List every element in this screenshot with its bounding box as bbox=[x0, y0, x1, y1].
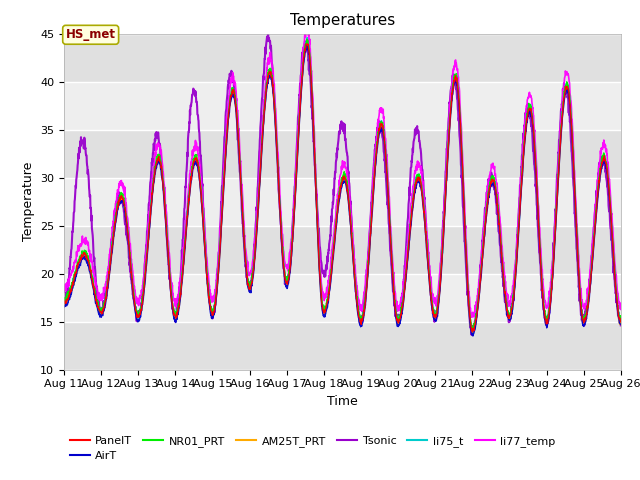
AirT bbox=[331, 236, 339, 241]
Tsonic bbox=[316, 248, 324, 253]
PanelT bbox=[602, 157, 609, 163]
Line: NR01_PRT: NR01_PRT bbox=[64, 39, 621, 329]
Line: li77_temp: li77_temp bbox=[64, 23, 621, 317]
Tsonic bbox=[601, 160, 609, 166]
Tsonic bbox=[617, 323, 625, 328]
NR01_PRT bbox=[303, 36, 311, 42]
Bar bbox=[64, 322, 621, 370]
AM25T_PRT bbox=[469, 331, 477, 337]
li77_temp bbox=[88, 264, 96, 270]
Text: HS_met: HS_met bbox=[66, 28, 116, 41]
li77_temp bbox=[602, 144, 609, 149]
AirT bbox=[303, 43, 310, 48]
Tsonic bbox=[264, 29, 272, 35]
Bar bbox=[64, 82, 621, 130]
li75_t bbox=[601, 156, 609, 162]
PanelT bbox=[601, 157, 609, 163]
li77_temp bbox=[331, 217, 339, 223]
li75_t bbox=[60, 299, 68, 305]
NR01_PRT bbox=[468, 326, 476, 332]
NR01_PRT bbox=[331, 232, 339, 238]
li77_temp bbox=[499, 255, 507, 261]
Tsonic bbox=[331, 169, 339, 175]
Line: PanelT: PanelT bbox=[64, 44, 621, 332]
Tsonic bbox=[88, 230, 96, 236]
AirT bbox=[499, 271, 507, 277]
li75_t bbox=[469, 331, 477, 336]
AirT bbox=[60, 303, 68, 309]
NR01_PRT bbox=[499, 265, 507, 271]
Tsonic bbox=[602, 169, 609, 175]
AirT bbox=[316, 283, 324, 288]
AM25T_PRT bbox=[602, 159, 609, 165]
Tsonic bbox=[60, 300, 68, 305]
PanelT bbox=[617, 319, 625, 325]
PanelT bbox=[60, 298, 68, 303]
X-axis label: Time: Time bbox=[327, 395, 358, 408]
li75_t bbox=[316, 278, 324, 284]
li75_t bbox=[499, 267, 507, 273]
AirT bbox=[617, 322, 625, 327]
Legend: PanelT, AirT, NR01_PRT, AM25T_PRT, Tsonic, li75_t, li77_temp: PanelT, AirT, NR01_PRT, AM25T_PRT, Tsoni… bbox=[70, 436, 556, 461]
Line: Tsonic: Tsonic bbox=[64, 32, 621, 335]
li77_temp bbox=[316, 268, 324, 274]
li77_temp bbox=[601, 144, 609, 150]
AirT bbox=[469, 333, 477, 339]
AM25T_PRT bbox=[331, 234, 339, 240]
NR01_PRT bbox=[601, 156, 609, 162]
NR01_PRT bbox=[602, 156, 609, 161]
Title: Temperatures: Temperatures bbox=[290, 13, 395, 28]
Y-axis label: Temperature: Temperature bbox=[22, 162, 35, 241]
li75_t bbox=[602, 156, 609, 162]
Line: AirT: AirT bbox=[64, 46, 621, 336]
PanelT bbox=[88, 278, 96, 284]
AM25T_PRT bbox=[303, 43, 311, 48]
li75_t bbox=[303, 35, 311, 40]
AM25T_PRT bbox=[617, 320, 625, 326]
Bar bbox=[64, 178, 621, 226]
AM25T_PRT bbox=[60, 302, 68, 308]
li75_t bbox=[617, 317, 625, 323]
li77_temp bbox=[617, 305, 625, 311]
li77_temp bbox=[60, 289, 68, 295]
PanelT bbox=[316, 279, 324, 285]
AirT bbox=[601, 159, 609, 165]
Line: li75_t: li75_t bbox=[64, 37, 621, 334]
Bar bbox=[64, 274, 621, 322]
AM25T_PRT bbox=[88, 280, 96, 286]
NR01_PRT bbox=[316, 276, 324, 282]
NR01_PRT bbox=[60, 296, 68, 302]
Line: AM25T_PRT: AM25T_PRT bbox=[64, 46, 621, 334]
NR01_PRT bbox=[617, 313, 625, 319]
Tsonic bbox=[468, 332, 476, 337]
Bar bbox=[64, 226, 621, 274]
AM25T_PRT bbox=[601, 157, 609, 163]
li75_t bbox=[331, 232, 339, 238]
li77_temp bbox=[303, 20, 311, 26]
Bar bbox=[64, 34, 621, 82]
PanelT bbox=[468, 329, 476, 335]
AM25T_PRT bbox=[316, 281, 324, 287]
li77_temp bbox=[468, 314, 476, 320]
NR01_PRT bbox=[88, 275, 96, 281]
PanelT bbox=[331, 233, 339, 239]
PanelT bbox=[303, 41, 311, 47]
AirT bbox=[88, 282, 96, 288]
PanelT bbox=[499, 269, 507, 275]
Bar bbox=[64, 130, 621, 178]
AirT bbox=[602, 161, 609, 167]
li75_t bbox=[88, 274, 96, 280]
AM25T_PRT bbox=[499, 272, 507, 278]
Tsonic bbox=[499, 273, 507, 279]
